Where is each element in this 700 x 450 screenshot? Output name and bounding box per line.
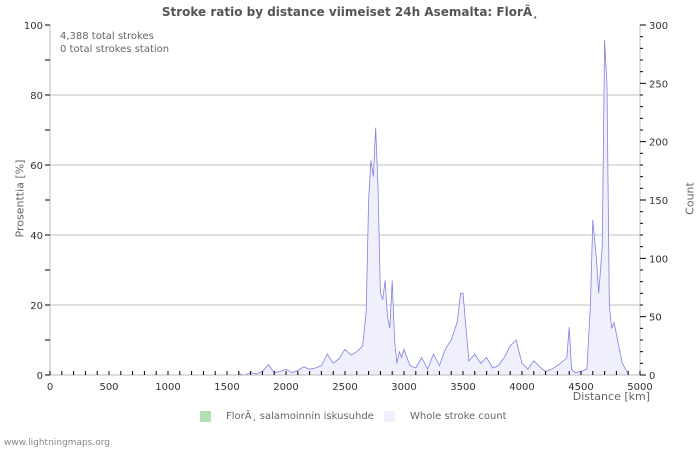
chart-title: Stroke ratio by distance viimeiset 24h A… — [161, 5, 539, 19]
svg-text:40: 40 — [30, 231, 43, 242]
x-axis-label: Distance [km] — [572, 390, 650, 403]
legend-label-ratio: FlorÃ¸ salamoinnin iskusuhde — [226, 411, 374, 422]
svg-text:80: 80 — [30, 91, 43, 102]
svg-text:3000: 3000 — [391, 382, 416, 393]
legend-item-count: Whole stroke count — [384, 411, 507, 422]
svg-text:300: 300 — [649, 21, 668, 32]
svg-text:60: 60 — [30, 161, 43, 172]
right-axis-label: Count — [683, 182, 697, 215]
info-box: 4,388 total strokes 0 total strokes stat… — [60, 30, 169, 56]
legend-label-count: Whole stroke count — [410, 411, 507, 422]
total-strokes-text: 4,388 total strokes — [60, 31, 154, 42]
svg-text:0: 0 — [649, 371, 655, 382]
svg-text:150: 150 — [649, 196, 668, 207]
svg-text:2000: 2000 — [273, 382, 298, 393]
svg-text:2500: 2500 — [332, 382, 357, 393]
svg-text:3500: 3500 — [450, 382, 475, 393]
count-swatch-icon — [384, 411, 395, 422]
svg-text:5000: 5000 — [627, 382, 652, 393]
footer-watermark: www.lightningmaps.org — [4, 438, 110, 448]
svg-text:4500: 4500 — [568, 382, 593, 393]
svg-text:100: 100 — [24, 21, 43, 32]
svg-text:1000: 1000 — [155, 382, 180, 393]
svg-text:0: 0 — [37, 371, 43, 382]
svg-text:50: 50 — [649, 313, 662, 324]
svg-text:4000: 4000 — [509, 382, 534, 393]
svg-text:0: 0 — [47, 382, 53, 393]
svg-text:100: 100 — [649, 254, 668, 265]
svg-text:200: 200 — [649, 138, 668, 149]
stroke-count-area — [238, 40, 629, 376]
station-strokes-text: 0 total strokes station — [60, 44, 170, 55]
ratio-swatch-icon — [200, 411, 211, 422]
grid-lines — [50, 94, 640, 306]
svg-text:1500: 1500 — [214, 382, 239, 393]
axes — [49, 25, 641, 376]
svg-text:500: 500 — [99, 382, 118, 393]
legend-item-ratio: FlorÃ¸ salamoinnin iskusuhde — [200, 411, 374, 422]
svg-text:250: 250 — [649, 79, 668, 90]
left-axis-label: Prosenttia [%] — [13, 159, 27, 238]
svg-text:20: 20 — [30, 301, 43, 312]
